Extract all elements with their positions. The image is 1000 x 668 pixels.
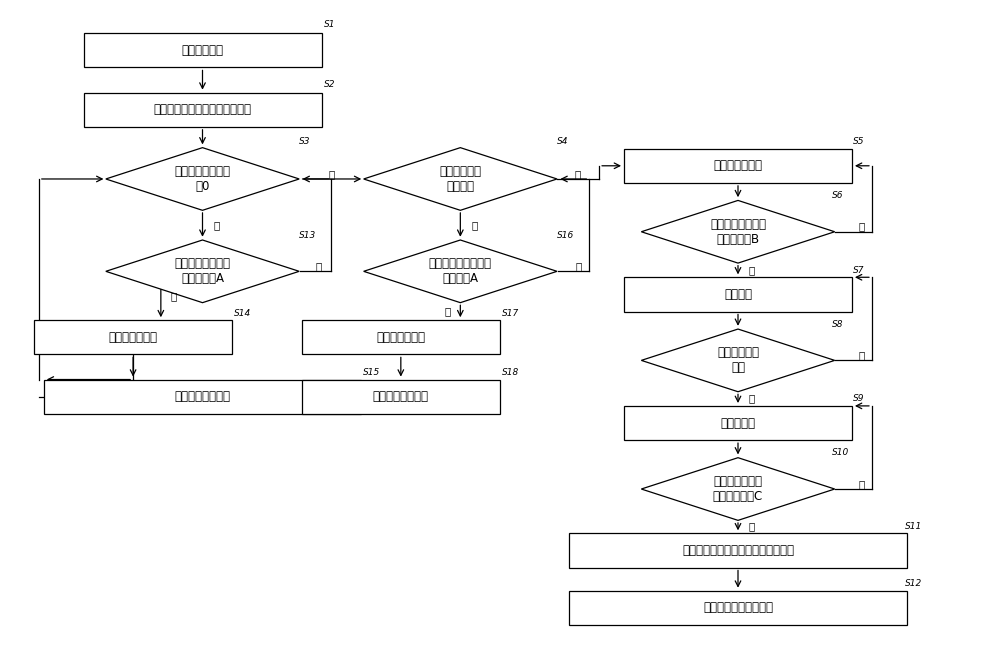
Text: 是: 是 [574, 169, 580, 179]
Text: S12: S12 [905, 579, 922, 588]
FancyBboxPatch shape [302, 379, 500, 413]
Polygon shape [106, 148, 299, 210]
FancyBboxPatch shape [624, 406, 852, 440]
Text: S8: S8 [832, 320, 844, 329]
Text: 否: 否 [859, 479, 865, 489]
FancyBboxPatch shape [624, 277, 852, 311]
Text: 是: 是 [328, 169, 335, 179]
Text: 承载轴停止拉升: 承载轴停止拉升 [376, 331, 425, 344]
Polygon shape [641, 458, 835, 520]
Text: S9: S9 [853, 394, 865, 403]
FancyBboxPatch shape [84, 33, 322, 67]
Text: S11: S11 [905, 522, 922, 530]
Text: S6: S6 [832, 191, 844, 200]
Text: 刀具主轴是否到达
换刀安全点B: 刀具主轴是否到达 换刀安全点B [710, 218, 766, 246]
Text: 刀具主轴是否到达
定位检查点A: 刀具主轴是否到达 定位检查点A [175, 257, 231, 285]
Text: S7: S7 [853, 266, 865, 275]
Text: 刀库换刀: 刀库换刀 [724, 288, 752, 301]
Text: S2: S2 [323, 79, 335, 89]
Text: S15: S15 [363, 368, 380, 377]
Text: 是: 是 [749, 265, 755, 275]
Text: 承载轴持续拉升: 承载轴持续拉升 [714, 159, 763, 172]
Text: 否: 否 [315, 261, 322, 271]
Text: 承载轴持续下降且刀具主轴开始转动: 承载轴持续下降且刀具主轴开始转动 [682, 544, 794, 557]
Text: S10: S10 [832, 448, 849, 458]
Text: 否: 否 [859, 350, 865, 360]
Text: 是: 是 [749, 522, 755, 532]
Text: 刀具主轴转速减速: 刀具主轴转速减速 [175, 390, 231, 403]
Text: 进行刀具主轴定位: 进行刀具主轴定位 [373, 390, 429, 403]
Text: S13: S13 [299, 230, 316, 240]
Text: 是: 是 [171, 291, 177, 301]
Polygon shape [106, 240, 299, 303]
Text: 判断是否完成
换刀: 判断是否完成 换刀 [717, 347, 759, 374]
Text: S14: S14 [234, 309, 251, 317]
Text: 否: 否 [213, 220, 220, 230]
Text: 刀具主轴是否
完成定位: 刀具主轴是否 完成定位 [439, 165, 481, 193]
Text: 是: 是 [444, 307, 450, 317]
Text: 刀具主轴转速是否
为0: 刀具主轴转速是否 为0 [175, 165, 231, 193]
Polygon shape [364, 148, 557, 210]
Text: 是: 是 [749, 393, 755, 403]
Polygon shape [364, 240, 557, 303]
Text: S4: S4 [557, 137, 568, 146]
Text: S5: S5 [853, 137, 865, 146]
Text: 否: 否 [575, 261, 581, 271]
FancyBboxPatch shape [624, 149, 852, 183]
FancyBboxPatch shape [34, 320, 232, 355]
FancyBboxPatch shape [84, 93, 322, 127]
Text: S3: S3 [299, 137, 310, 146]
Text: 否: 否 [859, 222, 865, 232]
Text: 下达换刀指令: 下达换刀指令 [182, 44, 224, 57]
FancyBboxPatch shape [569, 591, 907, 625]
Text: 承载轴停止拉升: 承载轴停止拉升 [109, 331, 158, 344]
Text: 刀具主轴是否到
达定位检查点C: 刀具主轴是否到 达定位检查点C [713, 475, 763, 503]
Text: 否: 否 [471, 220, 477, 230]
Text: 承载轴下降: 承载轴下降 [720, 417, 756, 430]
Polygon shape [641, 329, 835, 391]
Text: S18: S18 [502, 368, 519, 377]
Text: S16: S16 [557, 230, 574, 240]
Text: 刀具主轴转速减速且承载轴拉升: 刀具主轴转速减速且承载轴拉升 [154, 104, 252, 116]
Text: 刀具主轴是否到达定
位检查点A: 刀具主轴是否到达定 位检查点A [429, 257, 492, 285]
FancyBboxPatch shape [302, 320, 500, 355]
Text: S1: S1 [323, 20, 335, 29]
FancyBboxPatch shape [569, 533, 907, 568]
FancyBboxPatch shape [44, 379, 361, 413]
Text: 移动至下一加工定位点: 移动至下一加工定位点 [703, 601, 773, 615]
Polygon shape [641, 200, 835, 263]
Text: S17: S17 [502, 309, 519, 317]
